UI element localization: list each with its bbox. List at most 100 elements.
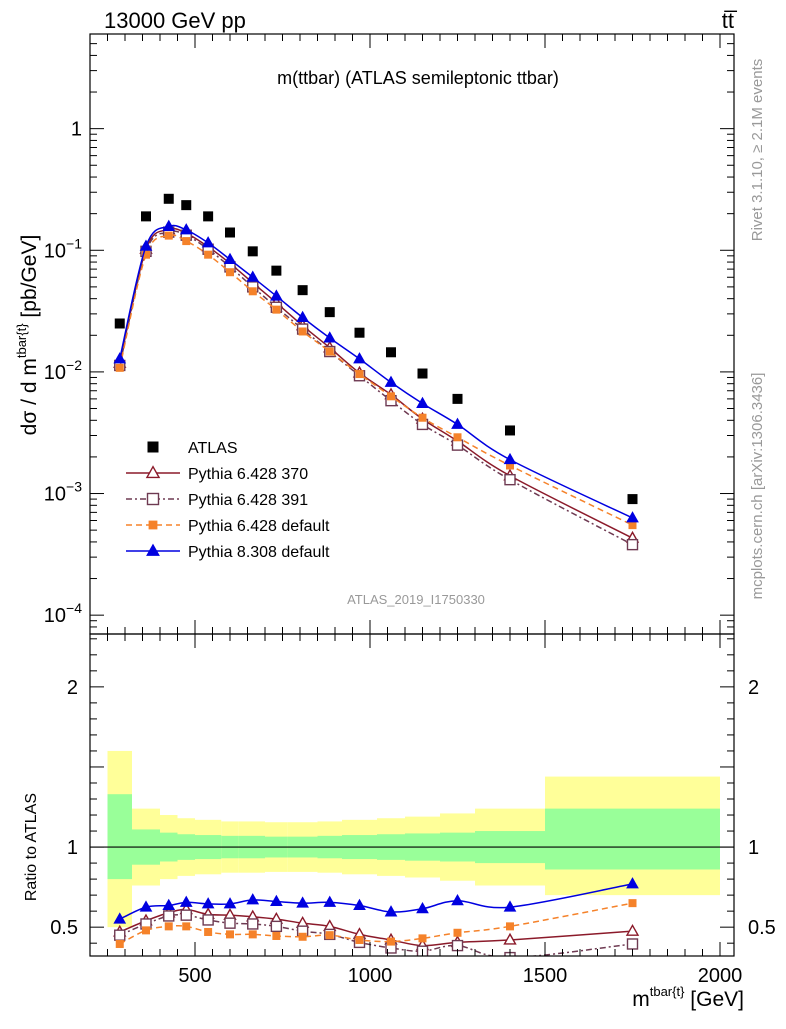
marker-triangle [139,900,153,912]
ratio-y-tick-label-right: 0.5 [748,917,776,939]
marker-triangle [416,396,429,408]
marker-square [115,939,124,948]
ratio-y-tick-label-right: 1 [748,837,759,859]
rivet-version-label: Rivet 3.1.10, ≥ 2.1M events [749,59,766,242]
marker-open-triangle [625,923,640,936]
y-tick-base: 10 [44,362,66,384]
marker-triangle [201,236,215,248]
ratio-series-pythia-8-308-default [113,877,639,924]
marker-square [225,227,235,238]
marker-square [248,287,257,296]
marker-square [418,934,427,943]
ratio-y-tick-label: 2 [67,677,78,699]
marker-square [272,931,281,940]
marker-square [164,231,173,240]
marker-square [387,392,395,401]
legend-entry: ATLAS [147,440,238,457]
marker-square [417,368,428,379]
marker-triangle [323,895,337,907]
marker-triangle [139,239,153,251]
ratio-panel [90,750,734,956]
ratio-series-pythia-6-428-370 [113,902,640,951]
marker-triangle [384,375,398,387]
marker-square [163,193,174,204]
marker-triangle [270,289,283,301]
marker-square [271,265,282,276]
marker-triangle [179,223,193,235]
ratio-y-tick-label: 1 [67,837,78,859]
x-tick-label: 1500 [523,965,568,987]
y-axis-label: dσ / d mtbar{t} [pb/GeV] [14,235,41,436]
band-inner-bin [107,794,132,880]
marker-open-square [114,929,126,941]
marker-square [182,237,191,246]
marker-square [627,494,638,505]
ratio-series [113,877,640,956]
marker-triangle [246,270,260,282]
legend-label: Pythia 6.428 370 [188,466,308,483]
marker-triangle [353,352,366,364]
marker-square [354,327,365,338]
chart-title: m(ttbar) (ATLAS semileptonic ttbar) [277,68,559,88]
marker-square [142,926,150,935]
x-tick-label: 500 [178,965,211,987]
marker-square [452,393,463,404]
marker-triangle [353,898,366,911]
marker-square [203,211,214,222]
marker-open-square [163,910,175,922]
marker-triangle [270,894,283,907]
marker-square [325,931,334,940]
header-right: tt̅ [722,8,738,33]
legend-entry: Pythia 6.428 370 [126,465,308,483]
marker-square [164,922,173,931]
marker-triangle [296,310,309,323]
y-tick-exponent: −3 [66,479,82,495]
marker-triangle [223,252,237,264]
legend-label: ATLAS [188,440,238,457]
y-tick-label: 10−4 [44,600,82,627]
marker-open-square [146,492,160,506]
marker-triangle [113,352,127,364]
y-tick-base: 10 [44,240,66,262]
marker-triangle [201,897,215,909]
marker-square [247,246,258,257]
series-line [119,234,633,526]
y-tick-base: 10 [44,605,66,627]
marker-square [628,899,637,908]
marker-square [182,922,191,931]
legend-label: Pythia 6.428 default [188,518,330,535]
marker-triangle [451,893,464,906]
marker-square [141,211,151,222]
marker-open-square [202,914,214,926]
marker-open-square [224,917,236,929]
marker-triangle [626,511,639,523]
x-axis-label-main: m [632,988,650,1011]
watermark: ATLAS_2019_I1750330 [347,592,485,607]
uncertainty-bands [107,750,720,928]
marker-triangle [179,895,193,907]
x-axis-label-sup: tbar{t} [650,984,685,999]
ratio-series-pythia-6-428-default [115,899,637,948]
y-tick-label: 1 [71,119,82,141]
marker-triangle [451,417,464,429]
marker-square [298,932,307,941]
marker-square [226,268,234,277]
marker-triangle [626,877,639,889]
marker-square [204,250,213,259]
axis-labels: dσ / d mtbar{t} [pb/GeV]Ratio to ATLASmt… [14,235,744,1011]
marker-triangle [146,543,160,556]
marker-square [418,413,427,422]
legend: ATLAS Pythia 6.428 370 Pythia 6.428 391 Pyt… [126,440,330,561]
marker-triangle [323,331,337,343]
marker-square [298,327,307,336]
legend-entry: Pythia 6.428 391 [126,492,308,509]
marker-square [505,425,515,436]
y-axis-label-rest: [pb/GeV] [18,235,41,324]
marker-triangle [246,893,260,905]
x-axis-label: mtbar{t} [GeV] [632,984,744,1011]
legend-entry: Pythia 6.428 default [126,518,330,535]
y-tick-label: 10−2 [44,357,82,384]
x-axis-label-rest: [GeV] [684,988,744,1011]
marker-triangle [223,897,237,909]
